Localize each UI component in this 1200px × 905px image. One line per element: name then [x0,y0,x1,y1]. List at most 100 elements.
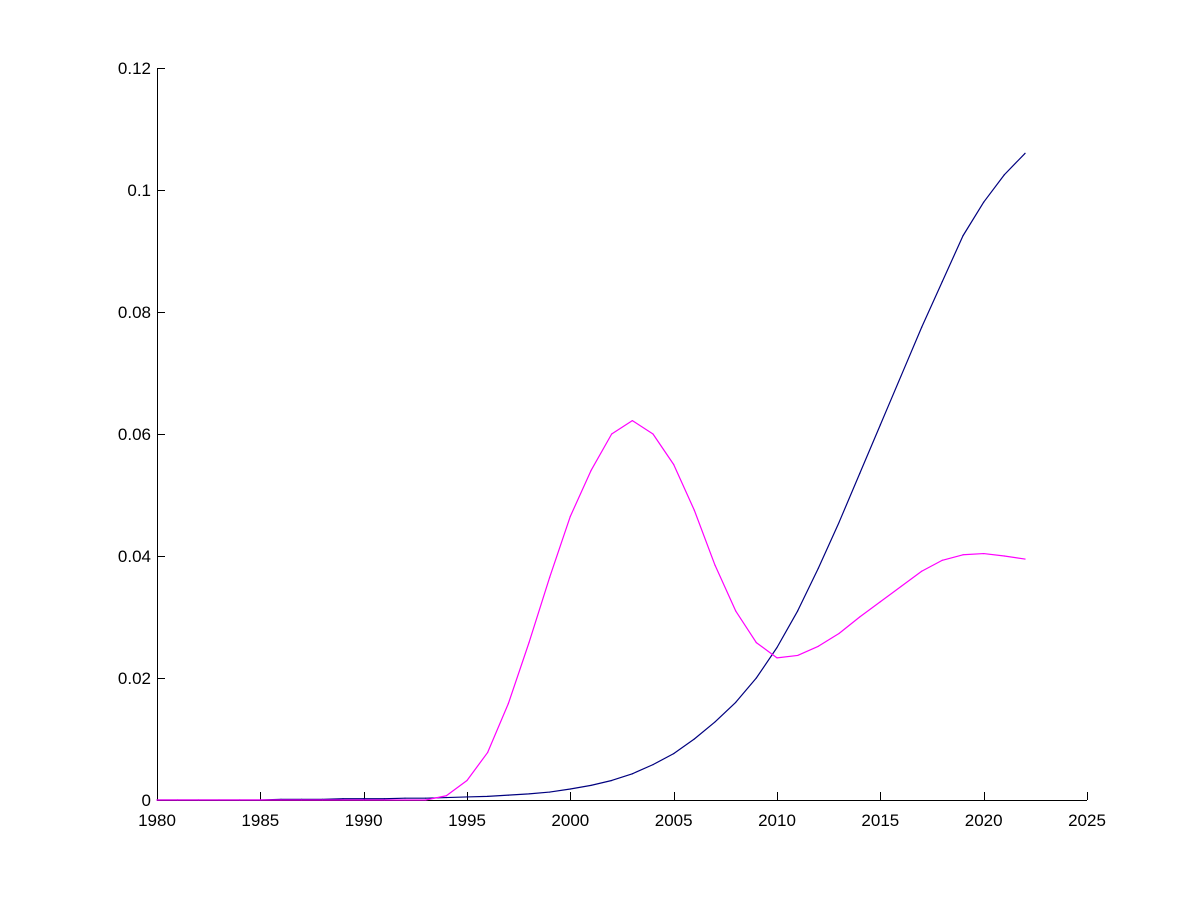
data-point [693,509,695,511]
data-point [673,753,675,755]
y-tick-label: 0.1 [127,181,151,200]
data-point [487,751,489,754]
data-series [156,152,1026,801]
data-point [239,799,241,801]
y-tick-label: 0.04 [118,547,151,566]
x-tick-label: 2025 [1068,811,1106,830]
data-point [445,795,447,797]
data-point [631,773,633,775]
data-point [404,799,406,801]
data-point [859,473,861,475]
data-point [941,280,943,283]
data-point [528,642,530,644]
data-point [693,738,695,740]
data-point [590,470,592,472]
data-point [755,642,757,644]
data-point [342,798,344,800]
y-tick-label: 0.12 [118,59,151,78]
data-point [652,764,654,766]
data-point [383,799,385,801]
data-point [549,576,551,578]
x-tick-label: 2015 [861,811,899,830]
data-point [466,779,468,782]
x-axis-ticks: 1980 1985 1990 1995 2000 2005 2010 2015 2020 2025 [138,792,1106,830]
data-point [1024,558,1026,560]
data-point [714,721,716,723]
data-point [879,424,881,426]
data-point [445,796,447,799]
y-tick-label: 0.08 [118,303,151,322]
data-point [177,799,179,801]
x-tick-label: 1980 [138,811,176,830]
data-point [631,419,633,422]
data-point [1003,174,1005,176]
data-point [569,788,571,790]
data-point [197,799,199,801]
data-point [962,554,964,556]
data-point [425,799,427,801]
data-point [425,797,427,799]
data-point [1024,152,1026,154]
data-point [156,799,158,801]
data-point [776,657,778,659]
data-point [383,798,385,800]
y-tick-label: 0.02 [118,669,151,688]
series-line-1 [156,152,1026,801]
data-point [507,703,509,705]
data-point [983,201,985,203]
data-point [921,570,923,572]
data-point [817,645,819,647]
x-tick-label: 2020 [965,811,1003,830]
data-point [611,433,613,435]
data-point [838,632,840,635]
data-point [755,677,757,679]
x-tick-label: 1985 [241,811,279,830]
data-point [342,799,344,801]
data-point [735,610,737,612]
data-point [921,326,923,328]
data-point [528,793,530,795]
data-point [1003,555,1005,557]
data-point [797,654,799,657]
x-tick-label: 2010 [758,811,796,830]
data-point [838,521,840,524]
data-point [735,701,737,704]
data-point [900,375,902,377]
data-point [363,799,365,801]
data-point [879,601,881,603]
x-tick-label: 2005 [655,811,693,830]
data-point [280,799,282,801]
data-point [549,791,551,793]
data-point [218,799,220,801]
data-point [817,567,819,569]
data-point [900,585,902,588]
data-point [590,784,592,786]
data-point [797,610,799,612]
data-point [673,463,675,466]
series-line-2 [156,419,1026,801]
data-point [301,799,303,801]
y-tick-label: 0 [142,791,151,810]
data-point [983,552,985,555]
data-point [941,559,943,561]
x-tick-label: 2000 [551,811,589,830]
data-point [962,235,964,237]
data-point [714,564,716,566]
data-point [611,779,613,782]
axes [157,68,1087,801]
x-tick-label: 1995 [448,811,486,830]
data-point [859,616,861,618]
data-point [507,794,509,796]
data-point [776,646,778,649]
data-point [259,799,261,801]
x-tick-label: 1990 [345,811,383,830]
data-point [466,796,468,798]
data-point [321,799,323,801]
data-point [652,433,654,435]
data-point [487,795,489,797]
y-tick-label: 0.06 [118,425,151,444]
data-point [404,797,406,799]
data-point [569,515,571,517]
